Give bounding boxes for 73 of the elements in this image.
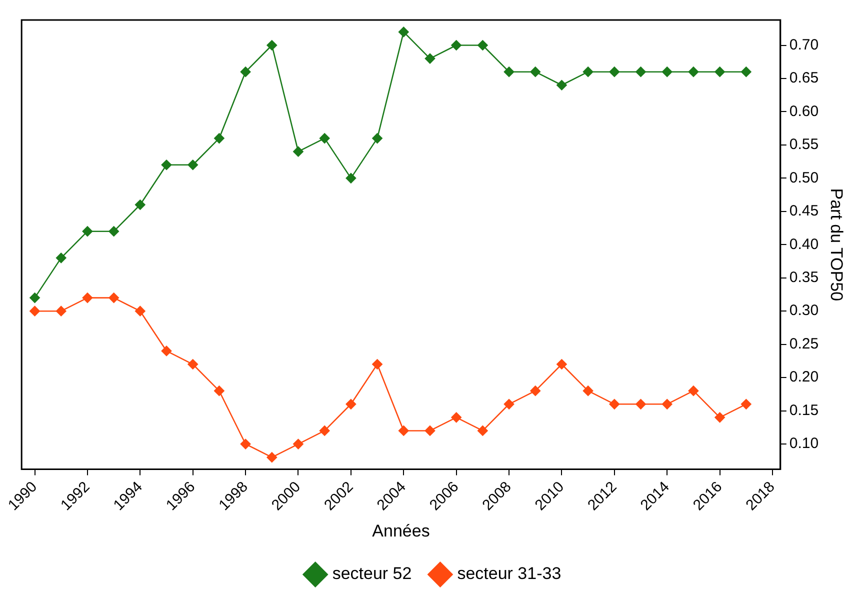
point [135,306,146,316]
point [346,398,356,410]
point [240,438,251,450]
point [266,452,278,462]
point [135,200,146,210]
point [609,398,620,410]
x-axis-title: Années [372,521,430,540]
point [556,80,567,90]
point [398,26,409,38]
point [214,386,224,396]
y-axis-title: Part du TOP50 [827,188,846,302]
point [451,40,462,50]
point [714,66,725,77]
y-tick-label: 0.60 [789,102,819,120]
point [266,40,278,50]
point [478,40,488,50]
point [688,386,699,396]
y-tick-label: 0.40 [789,236,819,253]
point [161,346,172,356]
point [741,66,752,77]
point [161,160,172,170]
y-tick-label: 0.25 [789,335,819,352]
point [108,292,119,303]
point [714,412,725,423]
point [319,133,330,144]
point [82,292,93,303]
point [636,398,646,410]
point [609,66,620,77]
point [504,398,514,410]
point [319,426,330,436]
point [214,133,224,144]
point [556,359,567,370]
point [56,306,66,316]
y-tick-label: 0.45 [789,202,819,220]
point [662,398,672,410]
y-tick-label: 0.10 [789,435,819,452]
y-tick-label: 0.70 [789,36,819,54]
point [398,426,409,436]
y-tick-label: 0.35 [789,269,819,286]
point [451,412,462,423]
point [636,66,646,77]
point [240,66,251,77]
point [530,386,541,396]
point [346,173,356,184]
point [688,66,699,77]
legend-label: secteur 52 [332,564,412,584]
y-tick-label: 0.15 [789,402,819,419]
point [504,66,514,77]
point [662,66,672,77]
point [293,146,304,157]
point [424,53,436,64]
point [30,306,40,316]
y-tick-label: 0.65 [789,70,819,87]
point [293,438,304,450]
y-tick-label: 0.55 [789,136,819,154]
y-tick-label: 0.20 [789,368,819,386]
y-tick-label: 0.50 [789,169,819,186]
point [424,426,436,436]
point [530,66,541,77]
point [56,252,66,264]
y-tick-label: 0.30 [789,302,819,320]
point [582,386,594,396]
point [188,160,198,170]
point [372,359,382,370]
legend-label: secteur 31-33 [457,564,562,584]
point [372,133,382,144]
point [82,226,93,236]
point [30,292,40,303]
point [188,359,198,370]
point [478,426,488,436]
point [108,226,119,236]
point [741,398,752,410]
point [582,66,594,77]
